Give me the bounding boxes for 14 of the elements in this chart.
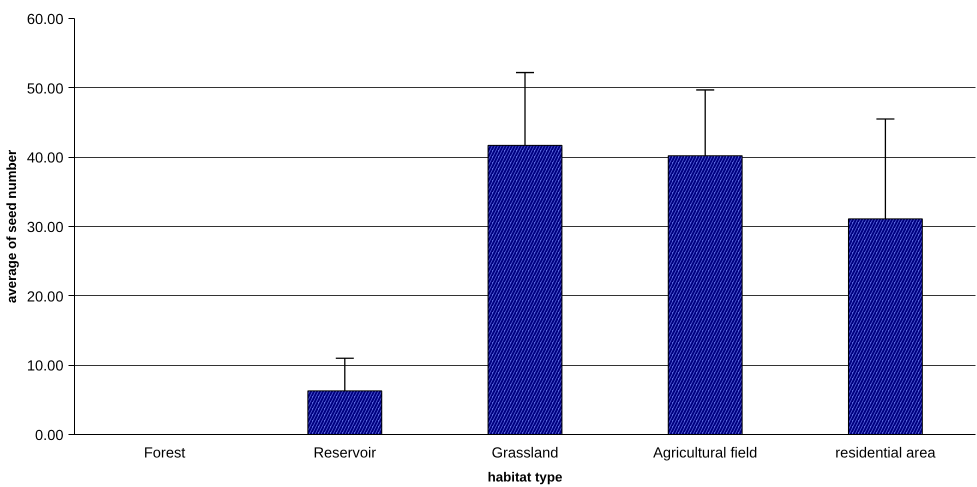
y-tick-label: 40.00 bbox=[26, 150, 64, 167]
y-axis-title: average of seed number bbox=[4, 150, 19, 304]
y-tick-label: 20.00 bbox=[26, 289, 64, 306]
x-tick-label: Agricultural field bbox=[653, 446, 758, 462]
y-tick-label: 60.00 bbox=[26, 12, 64, 28]
y-tick-label: 50.00 bbox=[26, 81, 64, 98]
y-tick-label: 30.00 bbox=[26, 220, 64, 236]
x-axis-title: habitat type bbox=[488, 470, 562, 484]
y-tick-label: 10.00 bbox=[26, 358, 64, 375]
y-tick-label: 0.00 bbox=[34, 428, 64, 444]
x-tick-label: residential area bbox=[835, 446, 936, 462]
x-tick-label: Reservoir bbox=[313, 446, 376, 462]
x-tick-label: Forest bbox=[144, 446, 186, 462]
x-tick-label: Grassland bbox=[492, 446, 558, 462]
